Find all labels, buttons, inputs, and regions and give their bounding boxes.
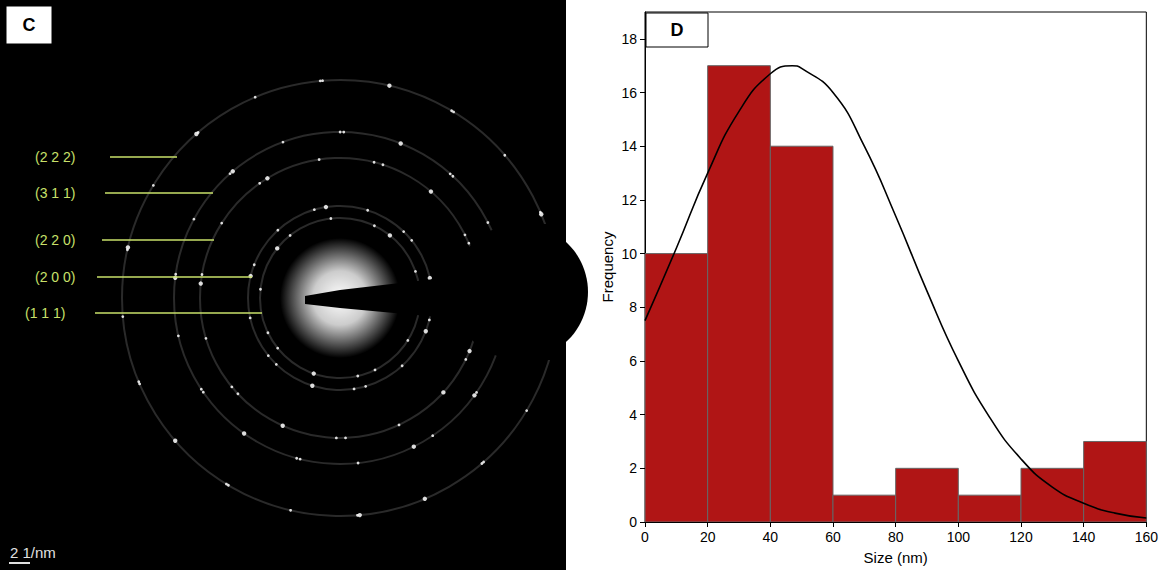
svg-text:40: 40	[763, 529, 779, 545]
svg-text:16: 16	[621, 85, 637, 101]
svg-text:14: 14	[621, 138, 637, 154]
svg-text:Size (nm): Size (nm)	[864, 549, 928, 566]
svg-text:0: 0	[641, 529, 649, 545]
svg-text:C: C	[23, 15, 36, 35]
svg-text:(3 1 1): (3 1 1)	[35, 185, 75, 201]
svg-text:140: 140	[1072, 529, 1096, 545]
svg-text:(2 2 0): (2 2 0)	[35, 232, 75, 248]
svg-text:160: 160	[1135, 529, 1159, 545]
svg-text:D: D	[671, 20, 684, 40]
svg-text:(1 1 1): (1 1 1)	[25, 305, 65, 321]
svg-text:10: 10	[621, 246, 637, 262]
svg-text:18: 18	[621, 31, 637, 47]
svg-text:(2 2 2): (2 2 2)	[35, 149, 75, 165]
svg-text:(2 0 0): (2 0 0)	[35, 269, 75, 285]
svg-text:2 1/nm: 2 1/nm	[10, 544, 56, 561]
svg-text:8: 8	[629, 299, 637, 315]
svg-text:0: 0	[629, 514, 637, 530]
svg-text:20: 20	[700, 529, 716, 545]
svg-text:12: 12	[621, 192, 637, 208]
svg-text:60: 60	[825, 529, 841, 545]
svg-text:4: 4	[629, 407, 637, 423]
svg-text:80: 80	[888, 529, 904, 545]
svg-text:Frequency: Frequency	[599, 231, 616, 302]
svg-text:100: 100	[947, 529, 971, 545]
svg-text:2: 2	[629, 460, 637, 476]
svg-text:120: 120	[1009, 529, 1033, 545]
svg-text:6: 6	[629, 353, 637, 369]
